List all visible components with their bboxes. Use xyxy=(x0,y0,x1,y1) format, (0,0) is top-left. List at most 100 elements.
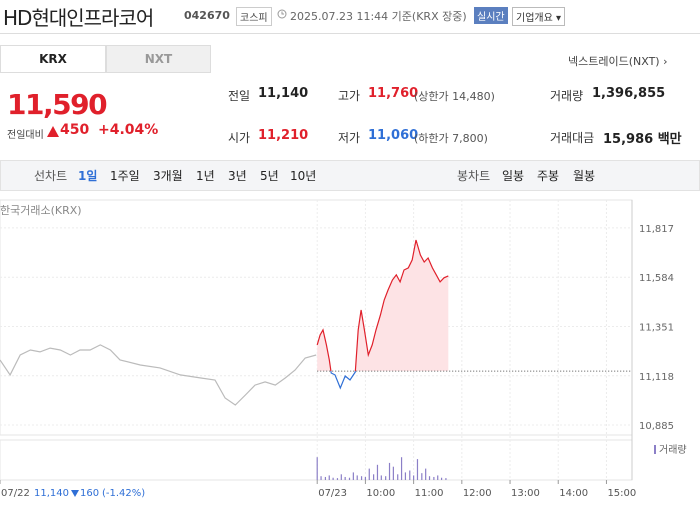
volume-bar xyxy=(356,475,358,480)
company-button[interactable]: 기업개요 ▾ xyxy=(512,7,566,26)
volume-bar xyxy=(409,470,411,480)
change-label: 전일대비 xyxy=(7,130,44,141)
x-tick-label: 12:00 xyxy=(463,488,492,499)
down-triangle xyxy=(71,490,79,497)
volume-bar xyxy=(437,475,439,480)
stat-label: 고가 xyxy=(338,89,361,103)
area-above-reference xyxy=(317,240,449,372)
volume-frame xyxy=(0,439,633,481)
y-tick-label: 10,885 xyxy=(639,421,674,432)
x-tick-label: 07/23 xyxy=(318,488,347,499)
volume-bar xyxy=(344,476,346,480)
stat-label: 저가 xyxy=(338,131,361,145)
stat-value: 11,060 xyxy=(368,128,419,143)
period-option[interactable]: 월봉 xyxy=(573,169,596,183)
volume-bar xyxy=(332,477,334,480)
volume-bar xyxy=(348,477,351,480)
period-option[interactable]: 3년 xyxy=(228,169,247,183)
stat-value: 11,140 xyxy=(258,86,309,101)
volume-bar xyxy=(376,464,379,480)
period-option[interactable]: 일봉 xyxy=(502,169,525,183)
volume-bar xyxy=(373,474,375,480)
line-chart-label: 선차트 xyxy=(34,169,68,183)
market-badge: 코스피 xyxy=(236,7,272,26)
volume-bar xyxy=(360,476,363,480)
period-option[interactable]: 10년 xyxy=(290,169,317,183)
realtime-badge[interactable]: 실시간 xyxy=(474,7,508,24)
nxt-link-text: 넥스트레이드(NXT) xyxy=(568,55,660,68)
volume-bar xyxy=(421,473,423,480)
stat-value: 1,396,855 xyxy=(592,86,666,101)
volume-bar xyxy=(397,474,399,480)
chart-source: 한국거래소(KRX) xyxy=(0,204,82,217)
x-tick-label: 14:00 xyxy=(559,488,588,499)
volume-bar xyxy=(388,462,391,480)
stock-name: HD현대인프라코어 xyxy=(3,6,154,30)
price-line xyxy=(0,344,317,406)
volume-bar xyxy=(324,476,327,480)
period-option[interactable]: 3개월 xyxy=(153,169,183,183)
volume-bar xyxy=(433,476,435,480)
nxt-link[interactable]: 넥스트레이드(NXT) › xyxy=(568,55,668,68)
period-option[interactable]: 1일 xyxy=(78,169,98,183)
period-option[interactable]: 주봉 xyxy=(537,169,560,183)
up-triangle xyxy=(47,126,59,137)
volume-bar xyxy=(413,475,415,480)
volume-bar xyxy=(352,472,354,480)
prev-change: 160 xyxy=(80,488,99,499)
period-bar xyxy=(0,160,700,191)
volume-bar xyxy=(385,476,387,480)
volume-bar xyxy=(400,457,403,480)
x-tick-label: 11:00 xyxy=(415,488,444,499)
datetime: 2025.07.23 11:44 기준(KRX 장중) xyxy=(290,10,467,23)
line-below-reference xyxy=(330,371,356,390)
stat-note: (상한가 14,480) xyxy=(414,90,495,103)
y-tick-label: 11,584 xyxy=(639,273,674,284)
volume-bar xyxy=(425,468,427,480)
stat-value: 11,760 xyxy=(368,86,419,101)
period-option[interactable]: 1주일 xyxy=(110,169,140,183)
y-tick-label: 11,817 xyxy=(639,224,674,235)
company-text: 기업개요 xyxy=(516,13,553,24)
stat-note: (하한가 7,800) xyxy=(414,132,488,145)
change-rate: +4.04% xyxy=(98,122,159,138)
volume-bar xyxy=(404,472,407,480)
current-price: 11,590 xyxy=(7,88,108,121)
period-option[interactable]: 1년 xyxy=(196,169,215,183)
period-option[interactable]: 5년 xyxy=(260,169,279,183)
y-tick-label: 11,118 xyxy=(639,372,674,383)
stat-value: 11,210 xyxy=(258,128,309,143)
volume-bar xyxy=(440,477,443,480)
volume-bar xyxy=(328,475,330,480)
tab-krx[interactable]: KRX xyxy=(0,45,106,72)
x-tick-label: 10:00 xyxy=(366,488,395,499)
volume-bar xyxy=(364,476,367,480)
volume-bar xyxy=(368,468,370,480)
volume-bar xyxy=(392,466,394,480)
clock-icon xyxy=(277,9,287,19)
stat-value: 15,986 백만 xyxy=(603,132,682,147)
stock-code: 042670 xyxy=(184,9,230,22)
prev-rate: (-1.42%) xyxy=(102,488,145,499)
x-tick-label: 13:00 xyxy=(511,488,540,499)
y-tick-label: 11,351 xyxy=(639,322,674,333)
plot-frame xyxy=(0,199,633,436)
stat-label: 시가 xyxy=(228,131,251,145)
volume-bar xyxy=(380,475,382,480)
tab-line xyxy=(0,72,210,73)
volume-bar xyxy=(320,476,322,480)
stat-label: 전일 xyxy=(228,89,251,103)
stat-label: 거래대금 xyxy=(550,131,595,145)
volume-bar xyxy=(445,478,447,480)
divider xyxy=(0,33,700,34)
volume-bar xyxy=(316,457,318,480)
prev-close: 11,140 xyxy=(34,488,69,499)
volume-bar xyxy=(340,474,342,480)
volume-legend-swatch xyxy=(654,445,656,454)
change-value: 450 xyxy=(60,122,90,138)
tab-nxt[interactable]: NXT xyxy=(106,45,211,73)
price-line xyxy=(316,239,449,372)
x-tick-label: 07/22 xyxy=(1,488,30,499)
